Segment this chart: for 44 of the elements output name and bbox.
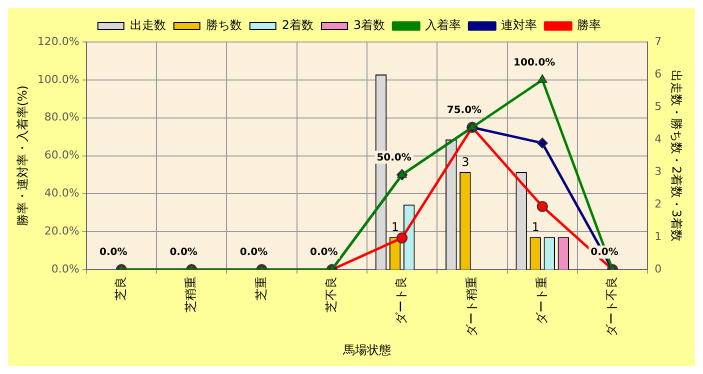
legend-label: 勝率 xyxy=(577,18,602,32)
x-tick-label: ダート良 xyxy=(394,276,408,325)
data-label: 1 xyxy=(391,220,400,234)
data-label: 3 xyxy=(462,155,470,170)
y2-axis-title: 出走数・勝ち数・2着数・3着数 xyxy=(670,70,684,242)
data-label: 50.0% xyxy=(376,152,412,164)
data-label: 0.0% xyxy=(240,247,268,258)
y-axis-title: 勝率・連対率・入着率(%) xyxy=(15,85,30,226)
legend-label: 2着数 xyxy=(282,18,314,32)
x-tick-label: 芝重 xyxy=(254,276,268,301)
y-tick-label: 0.0% xyxy=(51,262,80,276)
y-tick-label: 40.0% xyxy=(44,186,80,200)
y2-tick-label: 6 xyxy=(654,67,662,80)
x-tick-label: ダート不良 xyxy=(604,276,619,337)
legend-label: 入着率 xyxy=(425,18,462,32)
data-label: 100.0% xyxy=(514,58,556,69)
y2-tick-label: 5 xyxy=(654,100,662,113)
y2-tick-label: 7 xyxy=(654,34,662,48)
x-tick-label: ダート稍重 xyxy=(464,276,478,337)
y-tick-label: 100.0% xyxy=(37,72,80,86)
x-tick-label: ダート重 xyxy=(534,276,548,325)
y2-tick-label: 2 xyxy=(654,197,662,210)
y-tick-label: 20.0% xyxy=(44,224,80,238)
legend-label: 勝ち数 xyxy=(206,18,242,32)
data-label: 0.0% xyxy=(310,247,338,258)
y2-tick-label: 3 xyxy=(654,164,662,178)
x-tick-label: 芝不良 xyxy=(324,276,338,313)
y2-tick-label: 1 xyxy=(654,230,662,243)
x-tick-label: 芝良 xyxy=(114,276,128,301)
legend-label: 連対率 xyxy=(501,18,538,32)
x-tick-label: 芝稍重 xyxy=(184,276,198,313)
legend-label: 出走数 xyxy=(130,18,166,32)
data-label: 1 xyxy=(532,220,540,234)
data-label: 75.0% xyxy=(446,104,482,116)
y-tick-label: 60.0% xyxy=(44,148,80,162)
y2-tick-label: 4 xyxy=(654,132,662,146)
y-tick-label: 80.0% xyxy=(44,110,80,124)
y2-tick-label: 0 xyxy=(654,262,662,276)
data-label: 0.0% xyxy=(100,247,128,258)
y-tick-label: 120.0% xyxy=(37,34,80,48)
data-label: 0.0% xyxy=(590,247,618,258)
legend-label: 3着数 xyxy=(354,18,386,32)
data-label: 0.0% xyxy=(170,247,198,258)
x-axis-title: 馬場状態 xyxy=(342,342,391,357)
